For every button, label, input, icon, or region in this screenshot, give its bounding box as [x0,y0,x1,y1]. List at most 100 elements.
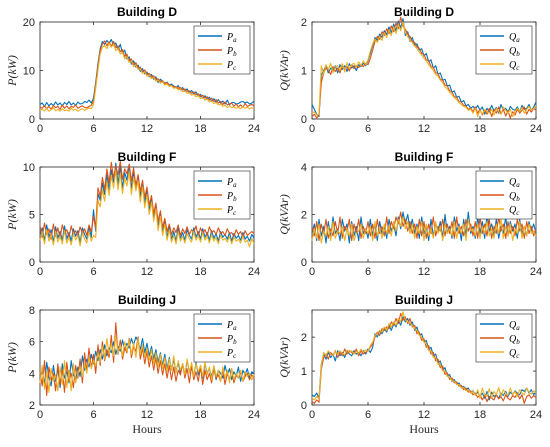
legend-label: Qc [509,60,520,72]
legend: Pa Pb Pc [193,313,251,363]
chart-title: Building D [117,5,177,19]
x-tick-label: 24 [248,123,260,135]
y-tick-label: 20 [23,17,35,29]
y-axis-label: Q(kVAr) [277,194,291,234]
x-tick-label: 24 [530,409,542,421]
y-tick-label: 2 [29,400,35,412]
series-line-qc [311,21,537,118]
legend-label: Qa [509,32,520,44]
y-tick-label: 10 [23,66,35,78]
x-tick-label: 6 [90,266,96,278]
chart-title: Building F [395,150,454,164]
legend: Pa Pb Pc [193,170,251,220]
chart-title: Building J [118,293,176,307]
y-axis-label: P(kW) [5,342,19,374]
y-tick-label: 6 [29,337,35,349]
y-tick-label: 4 [301,162,307,174]
x-tick-label: 24 [530,266,542,278]
series-line-qb [311,312,537,404]
x-tick-label: 0 [309,266,315,278]
x-tick-label: 12 [141,123,153,135]
x-tick-label: 24 [248,266,260,278]
y-tick-label: 1 [301,366,307,378]
y-tick-label: 1 [301,66,307,78]
y-axis-label: Q(kVAr) [277,50,291,90]
x-axis-label: Hours [409,422,439,436]
legend-label: Pb [226,46,237,58]
legend-label: Pc [226,205,237,217]
legend-label: Qa [509,177,520,189]
y-axis-label: P(kW) [5,55,19,87]
x-axis-label: Hours [132,422,162,436]
x-tick-label: 12 [418,123,430,135]
x-tick-label: 6 [365,266,371,278]
x-tick-label: 18 [474,266,486,278]
legend-label: Qc [509,205,520,217]
y-tick-label: 2 [301,17,307,29]
y-tick-label: 8 [29,305,35,317]
y-tick-label: 0 [301,400,307,412]
y-tick-label: 2 [301,210,307,222]
y-tick-label: 0 [301,257,307,269]
series-line-qb [311,16,537,119]
x-tick-label: 12 [418,266,430,278]
x-tick-label: 18 [194,409,206,421]
legend: Qa Qb Qc [475,313,533,363]
x-tick-label: 6 [365,409,371,421]
legend-label: Pa [226,177,237,189]
legend-label: Pa [226,32,237,44]
y-tick-label: 2 [301,332,307,344]
y-tick-label: 0 [29,114,35,126]
legend-label: Qc [509,348,520,360]
x-tick-label: 0 [37,123,43,135]
legend-label: Pc [226,60,237,72]
series-line-pb [39,40,255,110]
x-tick-label: 0 [309,123,315,135]
x-tick-label: 6 [90,409,96,421]
x-tick-label: 0 [37,266,43,278]
y-tick-label: 5 [29,210,35,222]
series-line-qa [311,18,537,118]
x-tick-label: 0 [309,409,315,421]
series-line-pc [39,334,255,393]
series-line-pc [39,42,255,112]
legend-label: Qb [509,191,520,203]
legend-label: Qa [509,320,520,332]
legend-label: Pc [226,348,237,360]
y-axis-label: Q(kVAr) [277,337,291,377]
legend-label: Qb [509,334,520,346]
legend: Pa Pb Pc [193,25,251,75]
y-tick-label: 0 [301,114,307,126]
x-tick-label: 6 [90,123,96,135]
x-tick-label: 24 [248,409,260,421]
chart-title: Building D [394,5,454,19]
x-tick-label: 6 [365,123,371,135]
x-tick-label: 12 [141,409,153,421]
y-tick-label: 4 [29,368,35,380]
x-tick-label: 12 [141,266,153,278]
x-tick-label: 18 [474,409,486,421]
x-tick-label: 18 [194,123,206,135]
legend: Qa Qb Qc [475,170,533,220]
legend-label: Pb [226,334,237,346]
y-tick-label: 10 [23,162,35,174]
x-tick-label: 12 [418,409,430,421]
series-line-pc [39,170,255,248]
series-line-qc [311,216,537,244]
x-tick-label: 18 [194,266,206,278]
series-line-qc [311,311,537,401]
chart-title: Building J [395,293,453,307]
series-line-qa [311,211,537,244]
x-tick-label: 18 [474,123,486,135]
legend: Qa Qb Qc [475,25,533,75]
chart-panel: 0 6 12 18 24 0 5 10 Building F P(kW) Pa Pb Pc [5,150,260,278]
legend-label: Pa [226,320,237,332]
y-tick-label: 0 [29,257,35,269]
chart-title: Building F [118,150,177,164]
legend-label: Pb [226,191,237,203]
